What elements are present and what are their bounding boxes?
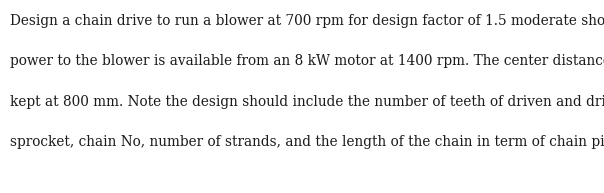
Text: sprocket, chain No, number of strands, and the length of the chain in term of ch: sprocket, chain No, number of strands, a…	[10, 135, 604, 149]
Text: power to the blower is available from an 8 kW motor at 1400 rpm. The center dist: power to the blower is available from an…	[10, 54, 604, 68]
Text: Design a chain drive to run a blower at 700 rpm for design factor of 1.5 moderat: Design a chain drive to run a blower at …	[10, 14, 604, 28]
Text: kept at 800 mm. Note the design should include the number of teeth of driven and: kept at 800 mm. Note the design should i…	[10, 95, 604, 109]
